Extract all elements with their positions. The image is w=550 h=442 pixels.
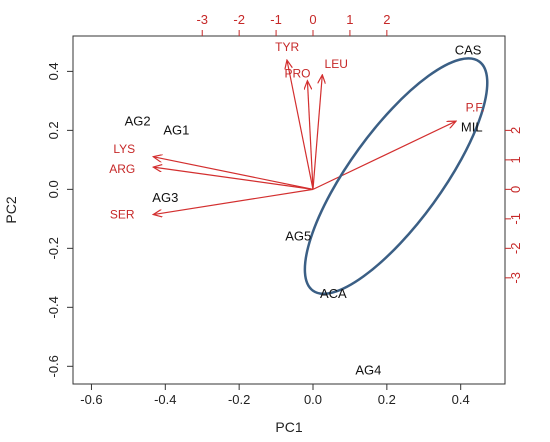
x-tick-label: -0.4 [154, 392, 176, 407]
score-label: ACA [320, 286, 347, 301]
top-tick-label: 1 [346, 12, 353, 27]
loading-label: PRO [284, 67, 310, 81]
right-tick-label: 1 [508, 156, 523, 163]
loading-arrow [287, 61, 314, 190]
top-tick-label: -2 [233, 12, 245, 27]
score-label: AG5 [285, 229, 311, 244]
y-tick-label: 0.2 [46, 121, 61, 139]
score-label: AG4 [355, 363, 381, 378]
loading-label: TYR [275, 40, 299, 54]
loading-arrow [154, 188, 314, 214]
loading-arrow [312, 122, 455, 190]
x-tick-label: 0.4 [452, 392, 470, 407]
y-tick-label: 0.4 [46, 62, 61, 80]
loading-label: SER [110, 207, 135, 221]
group-ellipse [303, 57, 489, 296]
y-axis-title: PC2 [3, 196, 19, 223]
x-tick-label: 0.2 [378, 392, 396, 407]
axes-layer: -0.6 -0.4 -0.2 0.0 0.2 0.4 -0.6 -0.4 -0.2 0.0 0.2 0… [46, 12, 523, 407]
top-tick-label: 2 [383, 12, 390, 27]
score-label: AG3 [152, 190, 178, 205]
loading-arrow [154, 167, 314, 190]
right-tick-label: 0 [508, 186, 523, 193]
score-label: CAS [455, 43, 482, 58]
right-tick-label: -2 [508, 243, 523, 255]
x-tick-label: -0.6 [80, 392, 102, 407]
loading-label: P.F. [466, 101, 485, 115]
x-tick-label: -0.2 [228, 392, 250, 407]
labels-layer: CAS MIL AG2 AG1 AG3 AG5 ACA AG4 TYR LEU PRO P.F. LYS… [109, 40, 484, 378]
y-tick-label: -0.4 [46, 296, 61, 318]
score-label: MIL [461, 119, 483, 134]
right-tick-label: -3 [508, 272, 523, 284]
y-tick-label: -0.2 [46, 237, 61, 259]
ellipse-layer [303, 57, 489, 296]
loading-label: ARG [109, 162, 135, 176]
y-tick-label: -0.6 [46, 355, 61, 377]
loading-label: LYS [113, 142, 135, 156]
loading-arrow [154, 157, 314, 190]
right-tick-label: 2 [508, 127, 523, 134]
plot-frame [72, 35, 506, 385]
x-axis-title: PC1 [275, 419, 302, 435]
loading-arrow [312, 76, 322, 190]
top-tick-label: -1 [270, 12, 282, 27]
score-label: AG1 [163, 122, 189, 137]
loading-label: LEU [325, 57, 348, 71]
top-tick-label: 0 [309, 12, 316, 27]
loading-arrows [154, 61, 455, 214]
score-label: AG2 [125, 114, 151, 129]
right-tick-label: -1 [508, 213, 523, 225]
top-tick-label: -3 [196, 12, 208, 27]
x-tick-label: 0.0 [304, 392, 322, 407]
loading-arrow [307, 82, 314, 190]
y-tick-label: 0.0 [46, 180, 61, 198]
